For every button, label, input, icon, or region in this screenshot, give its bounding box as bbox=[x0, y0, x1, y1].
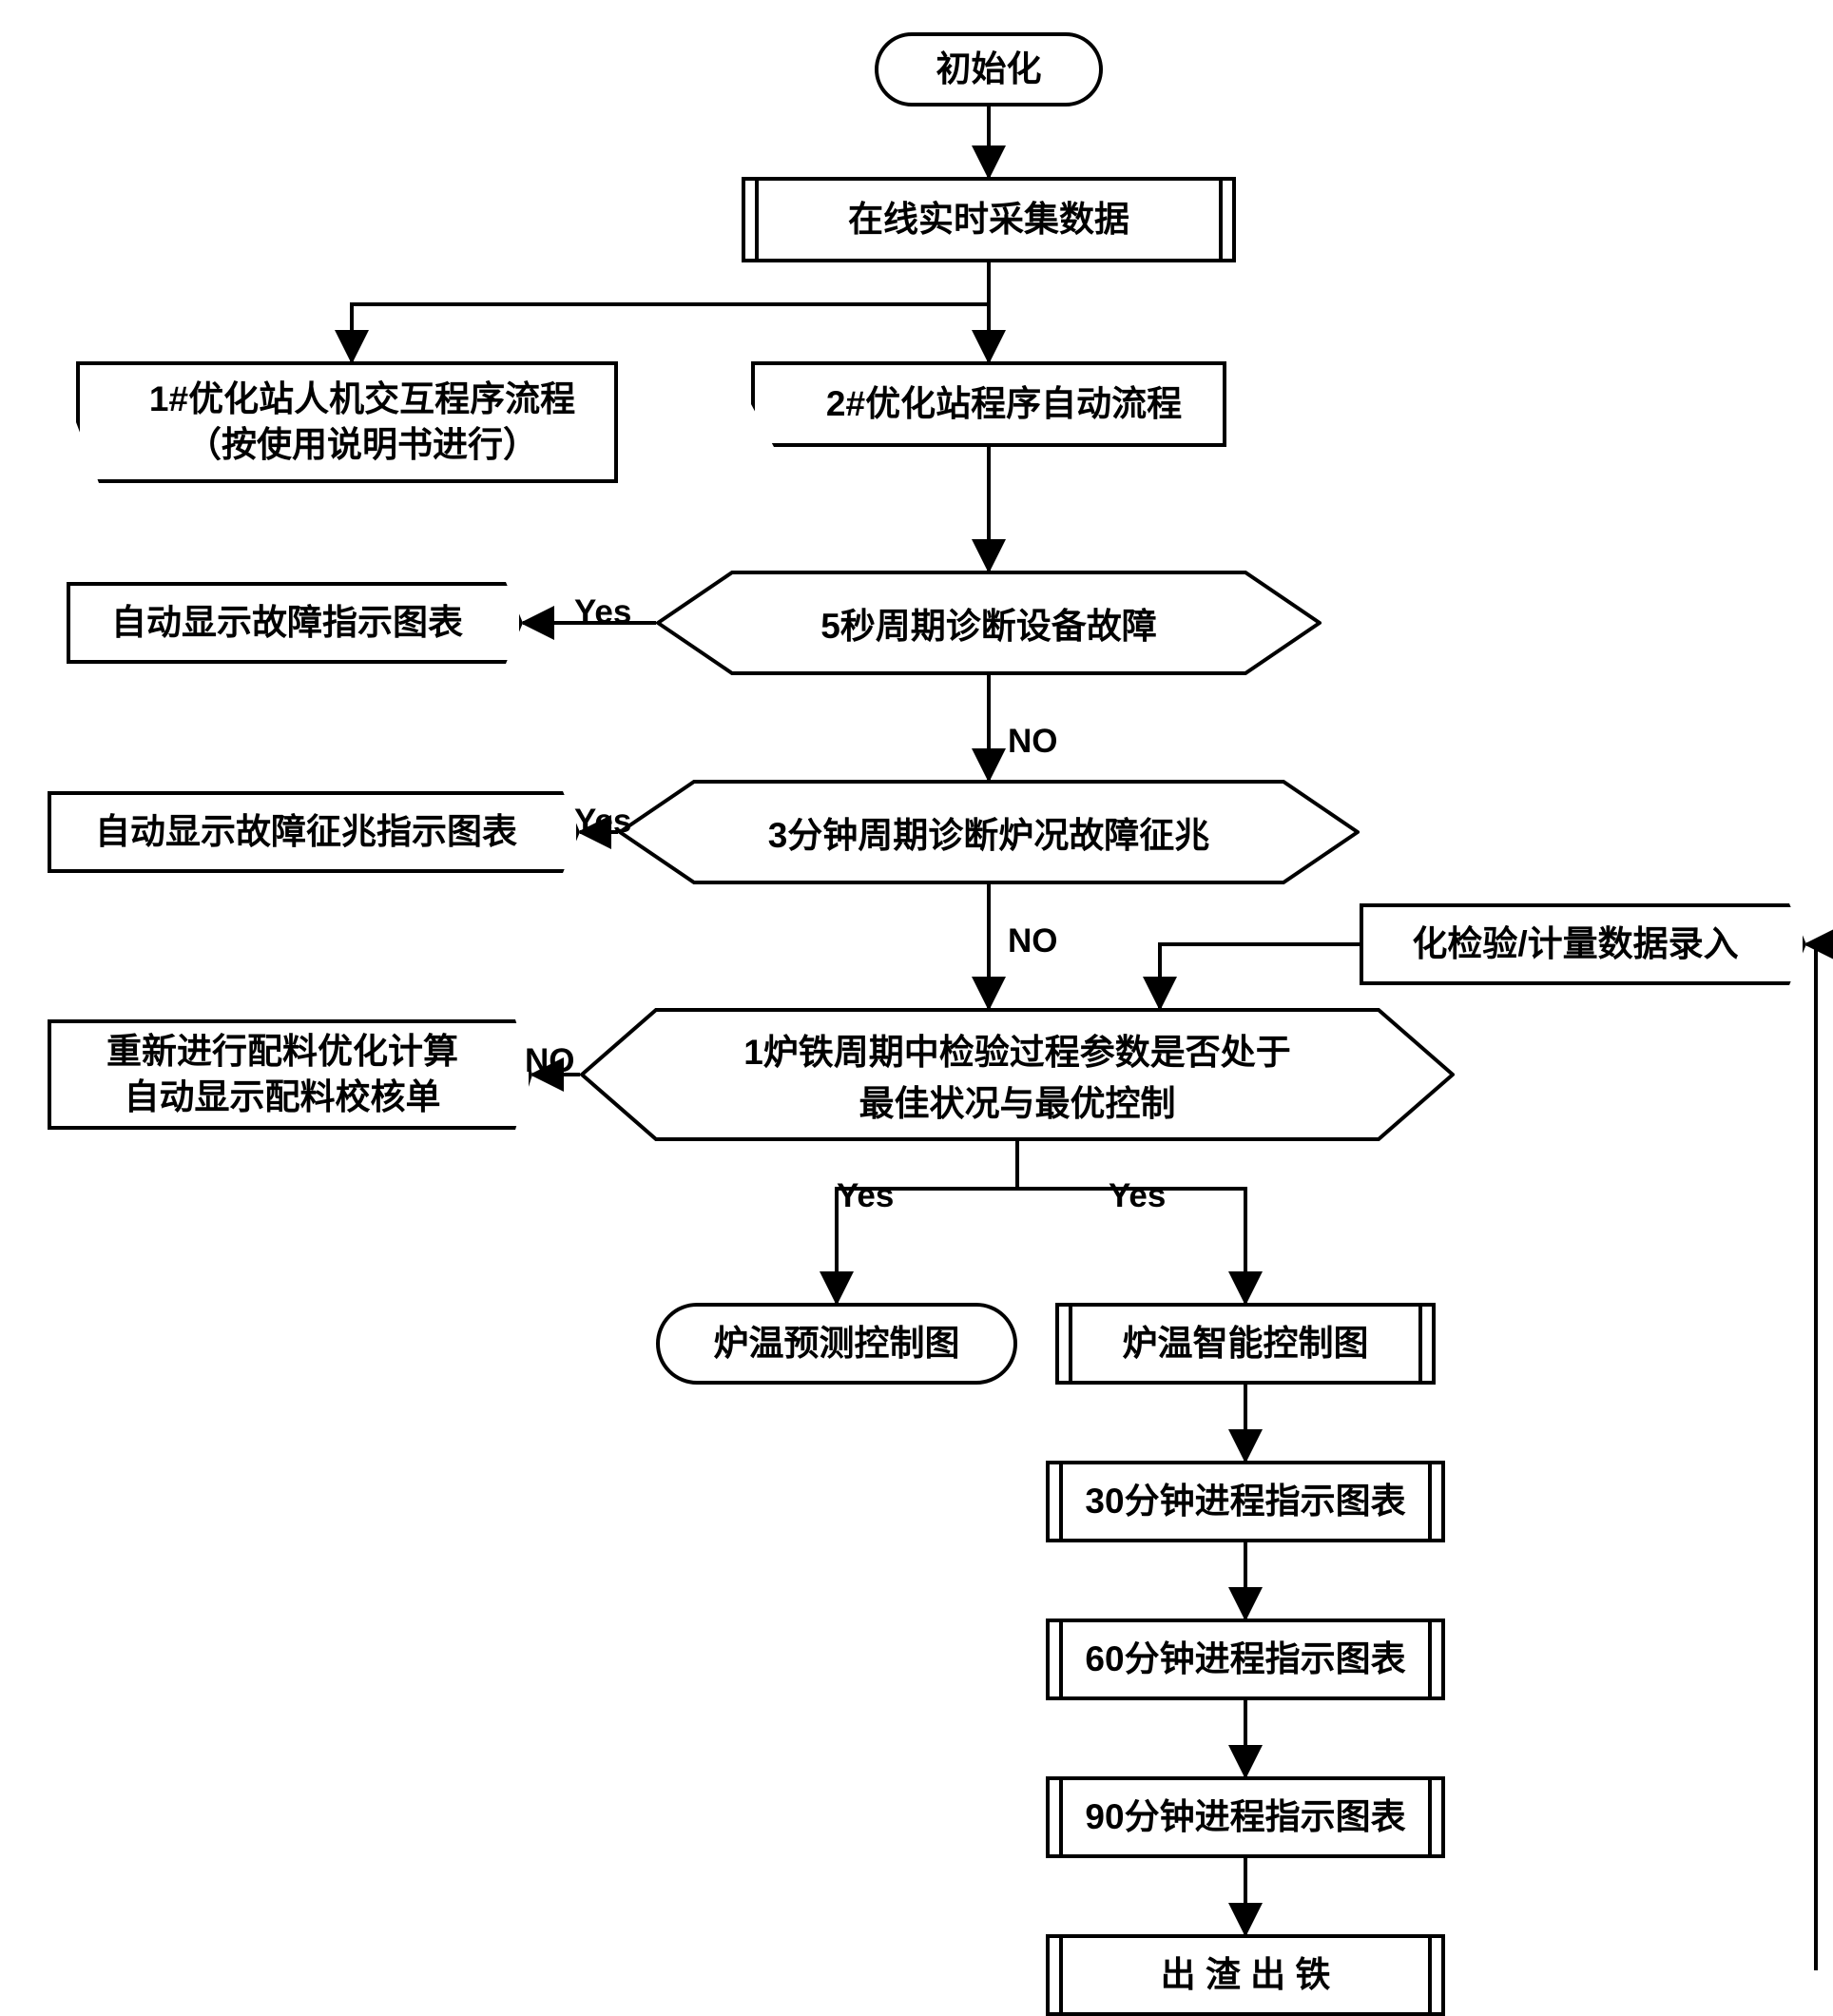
node-n_collect: 在线实时采集数据 bbox=[742, 177, 1236, 262]
edge-label: Yes bbox=[574, 593, 631, 631]
edge bbox=[1160, 944, 1360, 1008]
edge-label: Yes bbox=[1109, 1177, 1166, 1215]
node-n_flag2: 2#优化站程序自动流程 bbox=[751, 361, 1226, 447]
edge-label: NO bbox=[525, 1042, 575, 1080]
edge-label: NO bbox=[1008, 922, 1058, 960]
node-text: 3分钟周期诊断炉况故障征兆 bbox=[768, 806, 1210, 858]
edge-label: NO bbox=[1008, 723, 1058, 761]
node-n_predict: 炉温预测控制图 bbox=[656, 1303, 1017, 1385]
node-n_dec3: 1炉铁周期中检验过程参数是否处于最佳状况与最优控制 bbox=[580, 1008, 1455, 1141]
node-text: 1炉铁周期中检验过程参数是否处于最佳状况与最优控制 bbox=[743, 1023, 1291, 1126]
node-n_dec1: 5秒周期诊断设备故障 bbox=[656, 571, 1322, 675]
node-n_smart: 炉温智能控制图 bbox=[1055, 1303, 1436, 1385]
node-n_disp1: 自动显示故障指示图表 bbox=[67, 582, 523, 664]
node-n_disp3: 重新进行配料优化计算自动显示配料校核单 bbox=[48, 1019, 532, 1130]
node-text: 5秒周期诊断设备故障 bbox=[820, 597, 1157, 649]
node-n_p60: 60分钟进程指示图表 bbox=[1046, 1619, 1445, 1700]
flowchart-canvas: 初始化在线实时采集数据 1#优化站人机交互程序流程（按使用说明书进行） 2#优化站程… bbox=[0, 0, 1833, 1970]
edge bbox=[352, 304, 989, 361]
edge bbox=[1445, 944, 1816, 1970]
node-n_p30: 30分钟进程指示图表 bbox=[1046, 1461, 1445, 1542]
node-n_out: 出 渣 出 铁 bbox=[1046, 1934, 1445, 2016]
edges-layer bbox=[0, 0, 1833, 1970]
node-n_flag1: 1#优化站人机交互程序流程（按使用说明书进行） bbox=[76, 361, 618, 483]
edge-label: Yes bbox=[574, 803, 631, 841]
node-n_disp2: 自动显示故障征兆指示图表 bbox=[48, 791, 580, 873]
node-n_dec2: 3分钟周期诊断炉况故障征兆 bbox=[618, 780, 1360, 884]
node-n_input: 化检验/计量数据录入 bbox=[1360, 903, 1806, 985]
edge-label: Yes bbox=[837, 1177, 894, 1215]
node-n_p90: 90分钟进程指示图表 bbox=[1046, 1776, 1445, 1858]
node-n_init: 初始化 bbox=[875, 32, 1103, 107]
